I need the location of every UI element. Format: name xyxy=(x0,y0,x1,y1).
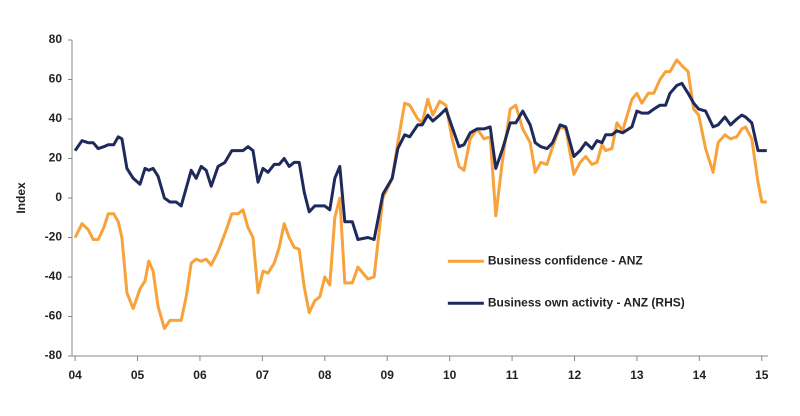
x-tick-label: 06 xyxy=(193,368,207,382)
y-tick-label: 80 xyxy=(49,32,63,46)
x-tick-label: 09 xyxy=(381,368,395,382)
x-tick-label: 13 xyxy=(630,368,644,382)
x-tick-label: 05 xyxy=(131,368,145,382)
y-axis-label: Index xyxy=(14,182,28,214)
y-tick-label: 40 xyxy=(49,111,63,125)
y-tick-label: -20 xyxy=(45,230,63,244)
x-tick-label: 12 xyxy=(568,368,582,382)
x-tick-label: 14 xyxy=(693,368,707,382)
y-tick-label: 60 xyxy=(49,72,63,86)
x-tick-label: 11 xyxy=(506,368,519,382)
x-tick-label: 15 xyxy=(755,368,769,382)
series-line xyxy=(73,58,767,330)
series-line xyxy=(73,81,767,241)
y-tick-label: 0 xyxy=(55,190,62,204)
y-tick-label: -80 xyxy=(45,348,63,362)
x-tick-label: 04 xyxy=(68,368,82,382)
y-tick-label: 20 xyxy=(49,151,63,165)
x-tick-label: 10 xyxy=(443,368,457,382)
x-tick-label: 07 xyxy=(256,368,270,382)
y-tick-label: -60 xyxy=(45,309,63,323)
legend-label: Business confidence - ANZ xyxy=(488,253,643,267)
legend-label: Business own activity - ANZ (RHS) xyxy=(488,295,685,309)
y-tick-label: -40 xyxy=(45,269,63,283)
x-tick-label: 08 xyxy=(318,368,332,382)
